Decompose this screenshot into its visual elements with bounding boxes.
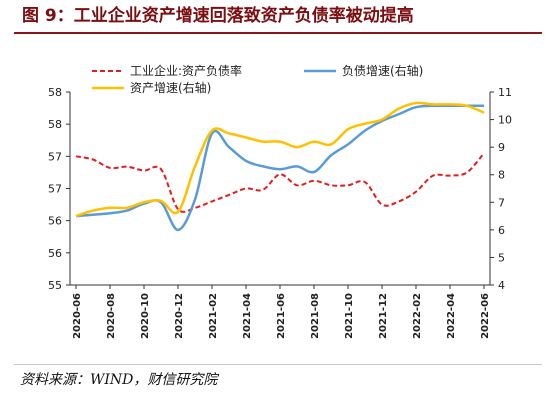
left-tick-label: 56 xyxy=(48,247,62,260)
x-tick-label: 2020-10 xyxy=(140,293,151,339)
legend-item-debt-ratio-label: 工业企业:资产负债率 xyxy=(130,63,242,78)
x-tick-label: 2022-06 xyxy=(480,293,491,339)
left-tick-label: 55 xyxy=(48,279,62,292)
left-tick-label: 57 xyxy=(48,150,62,163)
liability-growth-line xyxy=(75,104,484,232)
right-tick-label: 8 xyxy=(498,169,505,182)
right-tick-label: 5 xyxy=(498,251,505,264)
right-tick-label: 10 xyxy=(498,114,512,127)
legend: 工业企业:资产负债率 负债增速(右轴) 资产增速(右轴) xyxy=(92,63,423,95)
x-tick-label: 2021-08 xyxy=(310,293,321,339)
footer-rule xyxy=(14,364,542,365)
debt-ratio-line xyxy=(75,152,485,213)
x-tick-label: 2022-02 xyxy=(412,293,423,339)
source-note: 资料来源：WIND，财信研究院 xyxy=(20,372,218,388)
x-tick-label: 2020-08 xyxy=(106,293,117,339)
right-tick-label: 4 xyxy=(498,279,505,292)
x-tick-label: 2020-06 xyxy=(72,293,83,339)
x-tick-label: 2020-12 xyxy=(174,293,185,339)
right-tick-label: 11 xyxy=(498,86,512,99)
left-tick-label: 58 xyxy=(48,118,62,131)
left-tick-label: 57 xyxy=(48,183,62,196)
right-tick-label: 9 xyxy=(498,141,505,154)
series-layer xyxy=(75,101,485,232)
legend-item-liability-growth-label: 负债增速(右轴) xyxy=(342,63,423,78)
left-tick-label: 58 xyxy=(48,86,62,99)
right-tick-label: 6 xyxy=(498,224,505,237)
left-tick-label: 56 xyxy=(48,215,62,228)
legend-item-asset-growth-label: 资产增速(右轴) xyxy=(130,80,211,95)
asset-growth-line xyxy=(75,101,485,218)
figure-title: 图 9：工业企业资产增速回落致资产负债率被动提高 xyxy=(22,6,414,26)
x-tick-label: 2021-12 xyxy=(378,293,389,339)
x-tick-label: 2021-04 xyxy=(242,293,253,339)
x-tick-label: 2021-02 xyxy=(208,293,219,339)
title-rule xyxy=(14,32,542,34)
x-tick-label: 2021-06 xyxy=(276,293,287,339)
right-tick-label: 7 xyxy=(498,196,505,209)
plot-frame xyxy=(69,92,491,286)
x-tick-label: 2021-10 xyxy=(344,293,355,339)
x-tick-label: 2022-04 xyxy=(446,293,457,339)
